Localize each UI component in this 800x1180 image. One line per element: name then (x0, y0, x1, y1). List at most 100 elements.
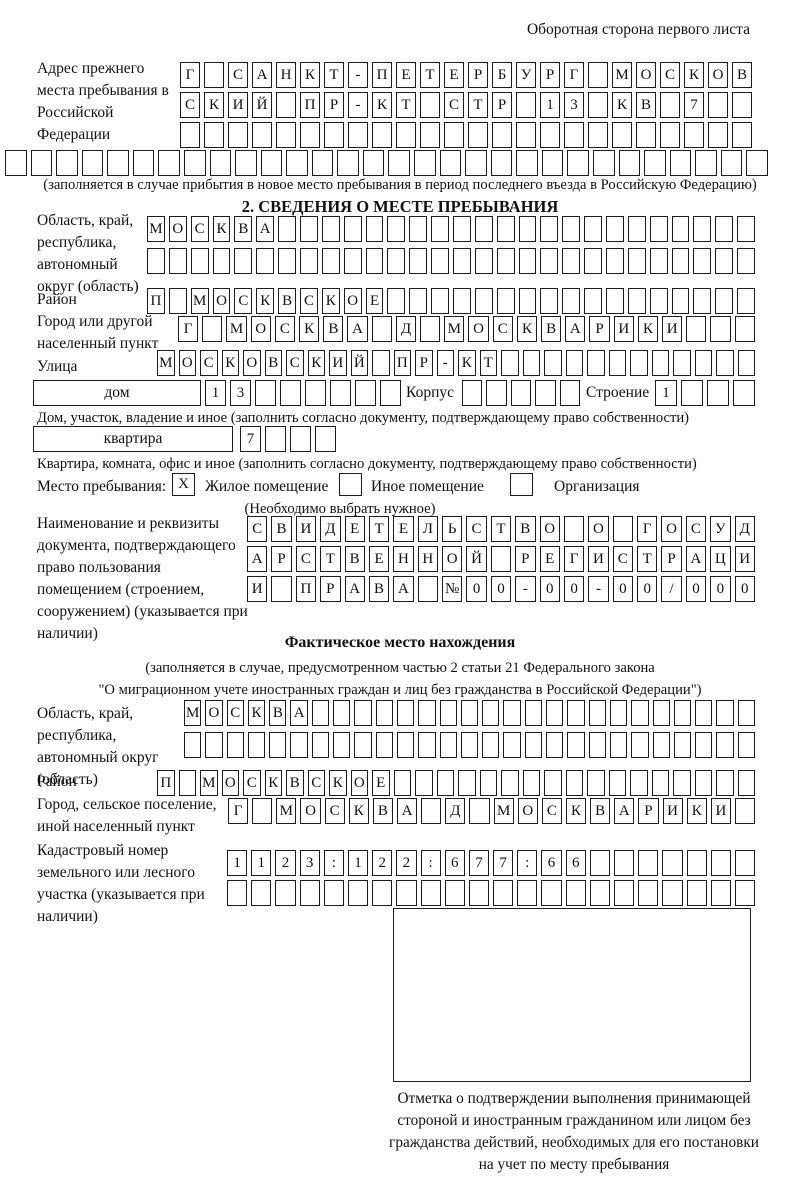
char-cell[interactable] (510, 380, 532, 406)
char-cell[interactable]: С (685, 516, 707, 542)
char-cell[interactable]: К (256, 288, 275, 314)
char-cell[interactable] (56, 150, 78, 176)
char-cell[interactable]: И (228, 92, 248, 118)
char-cell[interactable]: Ь (442, 516, 463, 542)
char-cell[interactable] (260, 150, 283, 176)
char-cell[interactable]: С (286, 350, 304, 376)
char-cell[interactable] (631, 700, 649, 726)
char-cell[interactable] (458, 770, 476, 796)
char-cell[interactable]: А (614, 798, 635, 824)
char-cell[interactable]: Е (396, 62, 416, 88)
char-cell[interactable] (708, 92, 728, 118)
char-cell[interactable]: О (350, 770, 368, 796)
char-cell[interactable]: О (178, 350, 196, 376)
char-cell[interactable] (517, 880, 538, 906)
char-cell[interactable] (255, 380, 276, 406)
char-cell[interactable]: С (660, 62, 680, 88)
char-cell[interactable] (372, 880, 393, 906)
char-cell[interactable] (251, 880, 272, 906)
char-cell[interactable] (482, 700, 500, 726)
char-cell[interactable] (418, 700, 436, 726)
char-cell[interactable] (673, 350, 691, 376)
char-cell[interactable] (333, 732, 351, 758)
char-cell[interactable]: И (662, 798, 683, 824)
char-cell[interactable]: Р (324, 92, 344, 118)
char-cell[interactable] (300, 122, 320, 148)
char-cell[interactable]: С (228, 62, 248, 88)
char-cell[interactable] (673, 700, 692, 726)
char-cell[interactable] (609, 732, 628, 758)
char-cell[interactable] (671, 248, 690, 274)
char-cell[interactable]: К (565, 798, 587, 824)
char-cell[interactable] (492, 122, 512, 148)
checkbox-residential[interactable]: X (172, 473, 195, 496)
char-cell[interactable]: И (295, 516, 317, 542)
char-cell[interactable] (474, 248, 493, 274)
char-cell[interactable] (311, 700, 330, 726)
char-cell[interactable]: А (247, 546, 268, 572)
char-cell[interactable] (421, 798, 442, 824)
char-cell[interactable]: Р (320, 576, 341, 602)
char-cell[interactable] (409, 216, 428, 242)
char-cell[interactable] (469, 798, 490, 824)
char-cell[interactable] (649, 248, 668, 274)
char-cell[interactable] (431, 216, 450, 242)
char-cell[interactable] (631, 732, 649, 758)
char-cell[interactable]: 0 (685, 576, 707, 602)
char-cell[interactable]: С (295, 546, 317, 572)
char-cell[interactable] (252, 798, 273, 824)
char-cell[interactable] (396, 880, 417, 906)
char-cell[interactable] (420, 92, 440, 118)
char-cell[interactable] (522, 350, 540, 376)
char-cell[interactable]: Г (564, 62, 584, 88)
char-cell[interactable] (271, 576, 292, 602)
char-cell[interactable] (660, 122, 680, 148)
char-cell[interactable] (276, 92, 296, 118)
char-cell[interactable] (420, 122, 440, 148)
char-cell[interactable] (614, 850, 635, 876)
char-cell[interactable]: И (588, 546, 609, 572)
char-cell[interactable] (732, 92, 752, 118)
char-cell[interactable]: М (444, 316, 465, 342)
char-cell[interactable] (567, 700, 585, 726)
char-cell[interactable]: 0 (490, 576, 512, 602)
char-cell[interactable]: О (539, 516, 560, 542)
char-cell[interactable] (503, 700, 521, 726)
char-cell[interactable] (715, 288, 734, 314)
char-cell[interactable]: М (184, 700, 202, 726)
char-cell[interactable] (693, 248, 712, 274)
char-cell[interactable] (444, 880, 465, 906)
char-cell[interactable]: Р (468, 62, 488, 88)
char-cell[interactable] (343, 216, 362, 242)
char-cell[interactable] (673, 770, 691, 796)
char-cell[interactable] (588, 732, 606, 758)
char-cell[interactable]: О (250, 316, 271, 342)
char-cell[interactable] (414, 150, 436, 176)
char-cell[interactable] (468, 880, 490, 906)
char-cell[interactable] (168, 248, 187, 274)
char-cell[interactable] (190, 248, 209, 274)
char-cell[interactable] (541, 150, 564, 176)
char-cell[interactable] (693, 216, 712, 242)
char-cell[interactable]: П (295, 576, 317, 602)
char-cell[interactable]: 1 (227, 850, 248, 876)
char-cell[interactable] (720, 150, 743, 176)
char-cell[interactable]: С (444, 92, 464, 118)
char-cell[interactable]: : (323, 850, 344, 876)
char-cell[interactable]: С (324, 798, 345, 824)
char-cell[interactable]: О (343, 288, 362, 314)
char-cell[interactable]: С (274, 316, 296, 342)
char-cell[interactable] (354, 732, 372, 758)
char-cell[interactable] (269, 732, 287, 758)
char-cell[interactable] (278, 216, 297, 242)
char-cell[interactable] (256, 248, 275, 274)
char-cell[interactable] (562, 288, 581, 314)
char-cell[interactable] (524, 700, 543, 726)
char-cell[interactable]: К (247, 700, 266, 726)
char-cell[interactable] (606, 216, 624, 242)
char-cell[interactable] (565, 350, 583, 376)
char-cell[interactable] (562, 248, 581, 274)
char-cell[interactable] (686, 316, 707, 342)
char-cell[interactable] (212, 248, 231, 274)
char-cell[interactable]: Р (638, 798, 659, 824)
